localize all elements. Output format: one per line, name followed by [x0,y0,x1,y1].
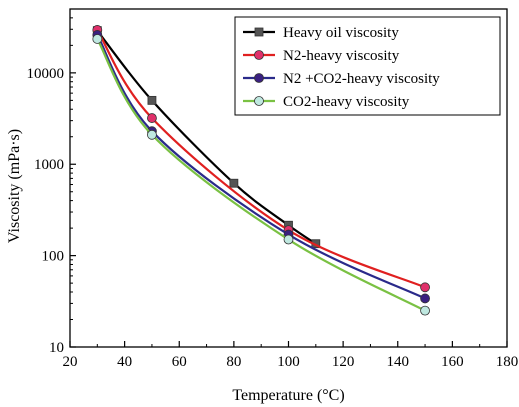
x-tick-label: 80 [226,354,241,370]
plot-frame [69,8,508,348]
legend-label: N2-heavy viscosity [283,48,400,64]
series-line [96,34,426,300]
tick-layer: 20 40 60 80 100 120 140 160 180 10 100 1000 10000 [27,8,519,370]
y-tick-label: 10000 [27,66,65,82]
y-axis-title: Viscosity (mPa·s) [6,129,23,243]
series-2 [92,25,430,293]
legend-label: Heavy oil viscosity [283,25,399,41]
legend-swatch-marker [254,27,264,37]
y-tick-label: 1000 [34,157,64,173]
legend-item: N2 +CO2-heavy viscosity [243,71,440,87]
data-point [229,178,239,188]
legend-swatch-marker [254,50,264,60]
x-axis-title: Temperature (°C) [232,387,344,404]
x-tick-label: 20 [63,354,78,370]
series-layer [92,25,430,316]
legend-item: Heavy oil viscosity [243,25,399,41]
legend-label: N2 +CO2-heavy viscosity [283,71,440,87]
x-tick-label: 160 [441,354,464,370]
x-tick-label: 180 [496,354,519,370]
series-line [96,29,426,289]
data-point [92,34,103,44]
x-tick-label: 120 [332,354,355,370]
legend-swatch-marker [254,96,264,106]
legend-swatch-marker [254,73,264,83]
x-tick-label: 60 [172,354,187,370]
data-point [283,234,294,245]
legend-box [234,16,501,116]
legend-item: CO2-heavy viscosity [243,94,410,110]
data-point [147,113,157,123]
x-tick-label: 40 [117,354,132,370]
data-point [420,282,430,293]
legend-item: N2-heavy viscosity [243,48,400,64]
legend: Heavy oil viscosity N2-heavy viscosity N2 … [234,16,501,116]
x-tick-label: 100 [277,354,300,370]
data-point [147,95,157,105]
data-point [147,129,157,140]
data-point [420,293,430,304]
legend-label: CO2-heavy viscosity [283,94,410,110]
series-line [96,29,317,245]
series-line [96,38,426,312]
series-4 [92,34,430,316]
y-tick-label: 10 [49,340,64,356]
data-point [420,305,430,316]
x-tick-label: 140 [387,354,410,370]
y-tick-label: 100 [42,249,65,265]
